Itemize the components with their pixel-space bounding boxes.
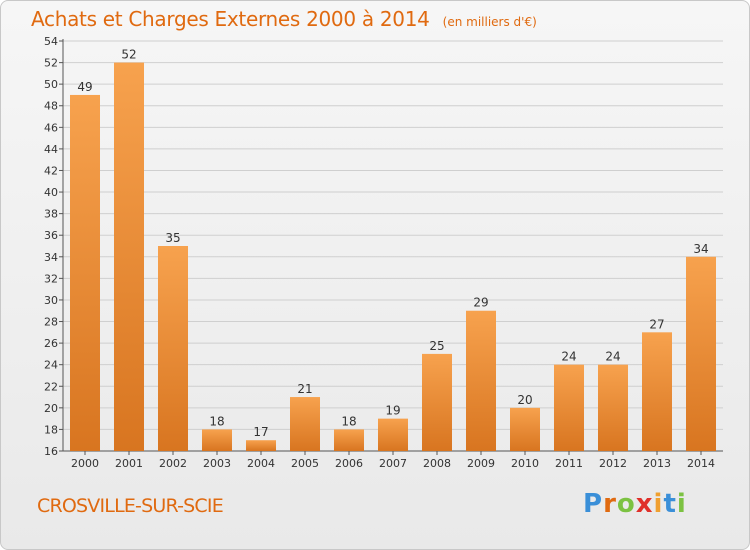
data-label: 20	[517, 393, 532, 407]
bar[interactable]	[598, 364, 628, 451]
x-tick-label: 2002	[159, 457, 187, 470]
bar[interactable]	[642, 332, 672, 451]
logo-letter: P	[583, 489, 604, 519]
data-label: 24	[605, 350, 620, 364]
bar[interactable]	[466, 310, 496, 451]
data-label: 18	[341, 414, 356, 428]
y-tick-label: 22	[44, 380, 58, 393]
x-tick-label: 2012	[599, 457, 627, 470]
x-tick-label: 2011	[555, 457, 583, 470]
x-tick-label: 2004	[247, 457, 275, 470]
x-tick-label: 2009	[467, 457, 495, 470]
y-tick-label: 28	[44, 316, 58, 329]
y-tick-label: 54	[44, 35, 58, 48]
y-tick-label: 42	[44, 164, 58, 177]
bar[interactable]	[290, 397, 320, 451]
bar[interactable]	[70, 94, 100, 452]
y-tick-label: 24	[44, 359, 58, 372]
data-label: 19	[385, 404, 400, 418]
logo-letter: t	[663, 489, 677, 519]
data-label: 17	[253, 425, 268, 439]
bar[interactable]	[422, 353, 452, 451]
bar[interactable]	[686, 256, 716, 451]
x-tick-label: 2014	[687, 457, 715, 470]
bar[interactable]	[246, 440, 276, 451]
logo-letter: x	[635, 489, 654, 519]
logo-letter: o	[616, 489, 636, 519]
data-label: 21	[297, 382, 312, 396]
bars	[70, 62, 716, 452]
data-label: 52	[121, 48, 136, 62]
y-tick-label: 18	[44, 423, 58, 436]
x-tick-label: 2000	[71, 457, 99, 470]
data-label: 49	[77, 80, 92, 94]
bar[interactable]	[202, 429, 232, 451]
x-tick-label: 2003	[203, 457, 231, 470]
bar[interactable]	[554, 364, 584, 451]
data-label: 27	[649, 317, 664, 331]
value-labels: 49 52 35 18 17 21 18 19 25 29 20 24 24 27 34	[77, 48, 708, 440]
data-label: 34	[693, 242, 708, 256]
data-label: 24	[561, 350, 576, 364]
y-tick-label: 50	[44, 78, 58, 91]
bar[interactable]	[334, 429, 364, 451]
y-tick-label: 44	[44, 143, 58, 156]
data-label: 18	[209, 414, 224, 428]
town-name: CROSVILLE-SUR-SCIE	[37, 495, 224, 517]
bar[interactable]	[510, 407, 540, 451]
proxiti-logo[interactable]: Proxiti	[583, 489, 687, 519]
y-tick-label: 52	[44, 57, 58, 70]
x-tick-label: 2010	[511, 457, 539, 470]
y-tick-label: 40	[44, 186, 58, 199]
bar[interactable]	[378, 418, 408, 451]
y-tick-label: 32	[44, 272, 58, 285]
x-tick-label: 2007	[379, 457, 407, 470]
x-tick-label: 2005	[291, 457, 319, 470]
x-tick-labels: 2000 2001 2002 2003 2004 2005 2006 2007 2008 2009…	[71, 457, 715, 470]
y-tick-label: 34	[44, 251, 58, 264]
logo-letter: r	[603, 489, 617, 519]
y-tick-label: 30	[44, 294, 58, 307]
chart-subtitle: (en milliers d'€)	[442, 15, 537, 29]
logo-letter: i	[653, 489, 664, 519]
x-tick-label: 2013	[643, 457, 671, 470]
x-tick-label: 2006	[335, 457, 363, 470]
y-tick-label: 38	[44, 208, 58, 221]
bar[interactable]	[114, 62, 144, 451]
x-tick-label: 2008	[423, 457, 451, 470]
y-tick-label: 26	[44, 337, 58, 350]
data-label: 25	[429, 339, 444, 353]
y-tick-label: 48	[44, 100, 58, 113]
y-tick-label: 16	[44, 445, 58, 458]
logo-letter: i	[676, 489, 687, 519]
y-tick-label: 46	[44, 121, 58, 134]
data-label: 35	[165, 231, 180, 245]
data-label: 29	[473, 296, 488, 310]
y-tick-label: 20	[44, 402, 58, 415]
x-tick-label: 2001	[115, 457, 143, 470]
y-tick-label: 36	[44, 229, 58, 242]
title-row: Achats et Charges Externes 2000 à 2014 (…	[31, 7, 537, 31]
y-tick-labels: 16 18 20 22 24 26 28 30 32 34 36 38 40 42 44 46 48 50 52 54	[44, 35, 58, 458]
chart-title: Achats et Charges Externes 2000 à 2014	[31, 7, 430, 31]
bar[interactable]	[158, 246, 188, 451]
